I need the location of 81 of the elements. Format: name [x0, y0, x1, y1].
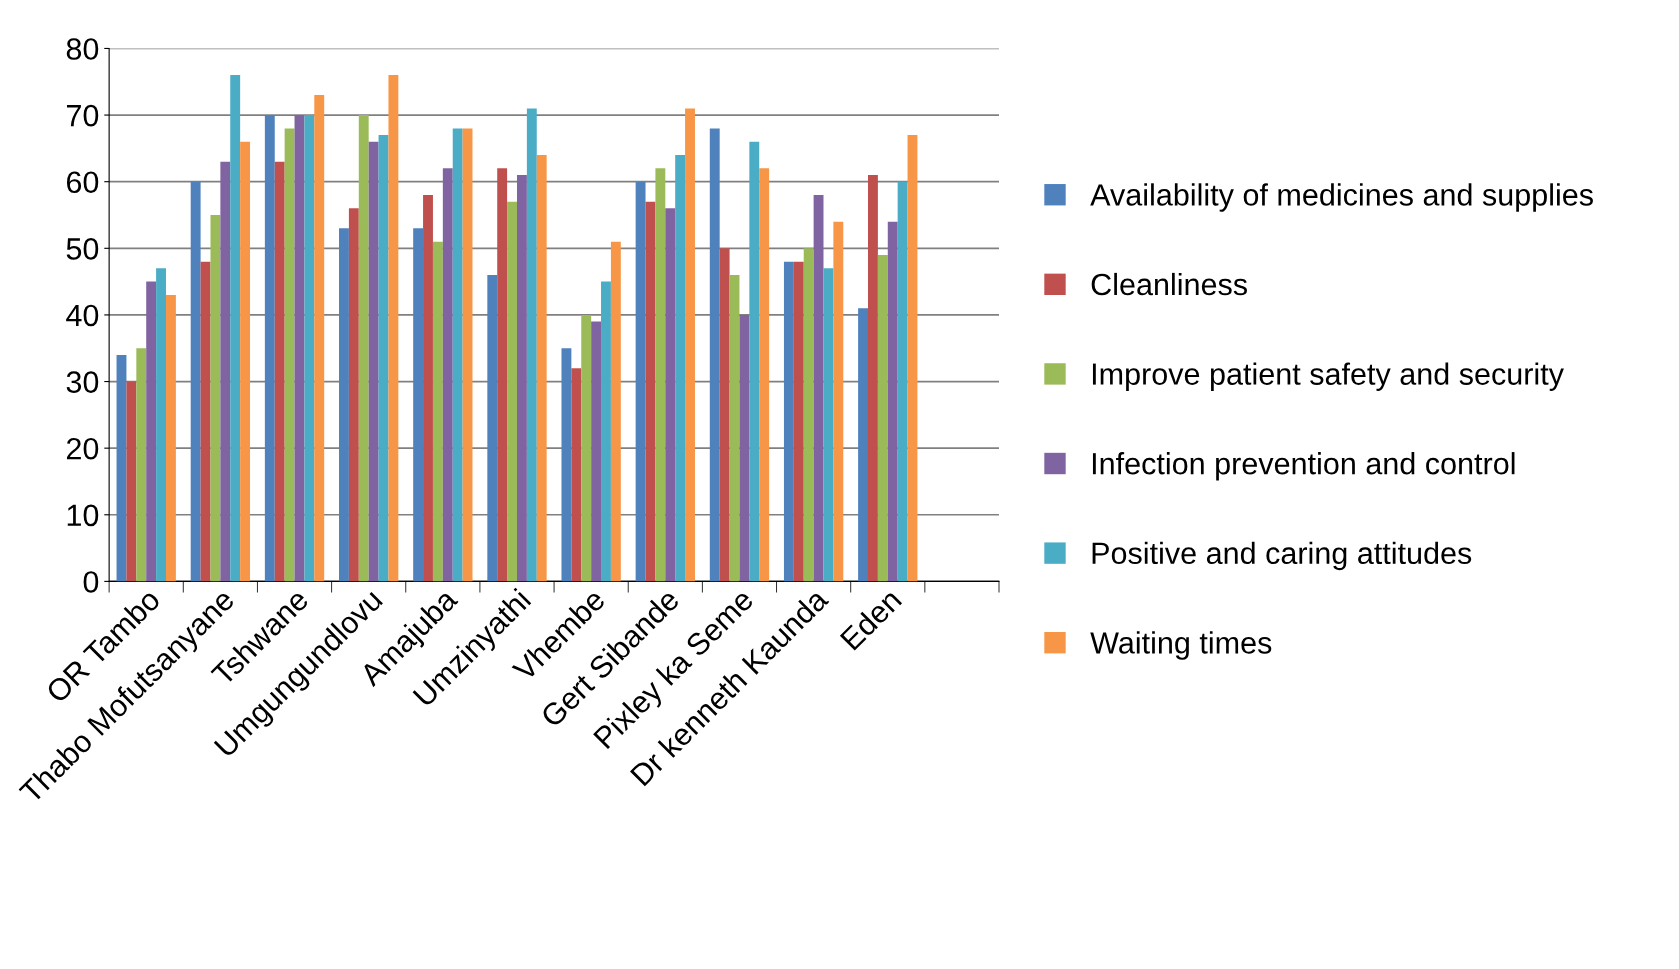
- bar: [156, 268, 166, 582]
- y-tick-label: 20: [66, 437, 99, 460]
- bar: [655, 168, 666, 582]
- bar: [887, 221, 898, 582]
- legend-label: Improve patient safety and security: [1092, 362, 1564, 391]
- bar: [719, 248, 730, 582]
- bar: [378, 135, 389, 582]
- bar: [516, 175, 527, 582]
- bar: [274, 161, 285, 582]
- bar: [591, 321, 602, 582]
- bar: [793, 261, 804, 582]
- bar: [462, 128, 473, 582]
- bar: [220, 161, 231, 582]
- bar: [314, 95, 325, 582]
- bar: [783, 261, 794, 582]
- bar: [635, 181, 646, 582]
- y-tick-label: 0: [83, 571, 99, 593]
- bar: [240, 141, 251, 582]
- legend-label: Infection prevention and control: [1092, 452, 1515, 481]
- bar: [413, 228, 424, 582]
- bar: [813, 195, 824, 582]
- bar: [868, 175, 878, 582]
- y-tick-label: 80: [66, 38, 99, 60]
- bar: [536, 155, 547, 582]
- bar: [497, 168, 508, 582]
- bar: [210, 215, 221, 582]
- bar: [665, 208, 676, 582]
- bar: [803, 248, 814, 582]
- bar: [749, 141, 760, 582]
- bar: [601, 281, 611, 582]
- bar: [423, 195, 433, 582]
- bar: [136, 348, 147, 582]
- bar: [190, 181, 201, 582]
- bar: [561, 348, 572, 582]
- bar: [507, 201, 517, 582]
- y-tick-label: 70: [67, 104, 99, 127]
- bar: [739, 314, 750, 582]
- bar: [759, 168, 770, 582]
- bar: [581, 314, 592, 582]
- bar: [116, 354, 127, 582]
- bar: [675, 155, 686, 582]
- bar: [368, 141, 379, 582]
- y-tick-label: 60: [66, 171, 99, 194]
- bar: [432, 241, 443, 582]
- bar: [833, 221, 844, 582]
- bar: [571, 368, 582, 582]
- bar: [348, 208, 359, 582]
- bar: [358, 115, 369, 582]
- legend-label: Availability of medicines and supplies: [1090, 183, 1593, 212]
- bar: [126, 381, 137, 582]
- bar: [685, 108, 695, 582]
- bar: [339, 228, 349, 582]
- bar: [146, 281, 157, 582]
- bar: [645, 201, 656, 582]
- bar: [304, 115, 315, 582]
- bar: [709, 128, 720, 582]
- y-tick-label: 50: [66, 238, 99, 260]
- bar: [877, 254, 888, 582]
- bar: [823, 268, 834, 582]
- bar: [200, 261, 211, 582]
- bar: [230, 75, 241, 582]
- bar: [729, 274, 740, 582]
- bar: [294, 115, 305, 582]
- bar: [165, 294, 176, 582]
- bar: [487, 274, 498, 582]
- bar: [526, 108, 537, 582]
- bar: [858, 308, 868, 582]
- legend-label: Waiting times: [1090, 631, 1272, 660]
- y-tick-label: 30: [66, 371, 99, 393]
- bar: [442, 168, 453, 582]
- bar: [610, 241, 621, 582]
- legend-label: Positive and caring attitudes: [1092, 541, 1472, 571]
- bar: [897, 181, 908, 582]
- bar: [388, 75, 399, 582]
- y-tick-label: 40: [66, 304, 99, 327]
- bar: [907, 135, 918, 582]
- bar: [284, 128, 295, 582]
- legend-label: Cleanliness: [1091, 272, 1247, 296]
- y-tick-label: 10: [67, 504, 99, 527]
- bar: [452, 128, 463, 582]
- bar: [264, 115, 275, 582]
